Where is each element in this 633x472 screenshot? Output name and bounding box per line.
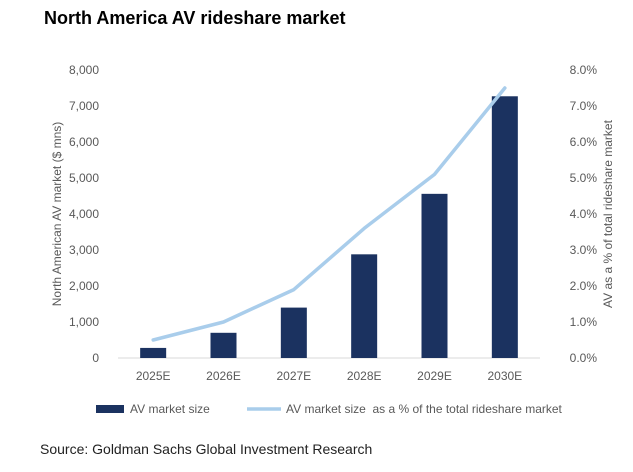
left-tick-label: 2,000 bbox=[69, 279, 99, 293]
left-axis-title: North American AV market ($ mns) bbox=[50, 122, 64, 307]
bar bbox=[421, 193, 448, 358]
bar bbox=[351, 254, 378, 358]
x-tick-label: 2027E bbox=[276, 369, 311, 383]
x-tick-label: 2028E bbox=[347, 369, 382, 383]
legend-bar-label: AV market size bbox=[130, 402, 210, 416]
right-axis-title: AV as a % of total rideshare market bbox=[601, 119, 615, 308]
right-tick-label: 1.0% bbox=[570, 315, 598, 329]
legend: AV market size AV market size as a % of … bbox=[96, 402, 563, 416]
right-tick-label: 8.0% bbox=[570, 63, 598, 77]
left-tick-label: 4,000 bbox=[69, 207, 99, 221]
x-tick-label: 2025E bbox=[136, 369, 171, 383]
right-tick-label: 7.0% bbox=[570, 99, 598, 113]
source-note: Source: Goldman Sachs Global Investment … bbox=[40, 441, 373, 457]
right-tick-label: 0.0% bbox=[570, 351, 598, 365]
right-tick-label: 3.0% bbox=[570, 243, 598, 257]
left-tick-label: 8,000 bbox=[69, 63, 99, 77]
bar bbox=[210, 332, 237, 358]
right-tick-label: 2.0% bbox=[570, 279, 598, 293]
x-tick-label: 2029E bbox=[417, 369, 452, 383]
left-tick-label: 7,000 bbox=[69, 99, 99, 113]
legend-line-label: AV market size as a % of the total rides… bbox=[286, 402, 563, 416]
chart-title: North America AV rideshare market bbox=[44, 8, 346, 28]
left-tick-label: 3,000 bbox=[69, 243, 99, 257]
bar bbox=[140, 347, 167, 358]
x-tick-label: 2030E bbox=[487, 369, 522, 383]
x-tick-label: 2026E bbox=[206, 369, 241, 383]
line-series bbox=[151, 86, 507, 342]
left-axis-ticks: 0 1,000 2,000 3,000 4,000 5,000 6,000 7,000 8,00… bbox=[69, 63, 99, 365]
x-axis-ticks: 2025E 2026E 2027E 2028E 2029E 2030E bbox=[136, 369, 522, 383]
bar bbox=[491, 96, 518, 358]
left-tick-label: 5,000 bbox=[69, 171, 99, 185]
left-tick-label: 0 bbox=[92, 351, 99, 365]
right-tick-label: 4.0% bbox=[570, 207, 598, 221]
left-tick-label: 6,000 bbox=[69, 135, 99, 149]
bar-series bbox=[140, 96, 518, 358]
right-tick-label: 5.0% bbox=[570, 171, 598, 185]
left-tick-label: 1,000 bbox=[69, 315, 99, 329]
right-axis-ticks: 0.0% 1.0% 2.0% 3.0% 4.0% 5.0% 6.0% 7.0% 8.0% bbox=[570, 63, 598, 365]
bar bbox=[280, 307, 307, 358]
series-line bbox=[151, 86, 507, 342]
right-tick-label: 6.0% bbox=[570, 135, 598, 149]
legend-bar-swatch bbox=[96, 405, 124, 413]
